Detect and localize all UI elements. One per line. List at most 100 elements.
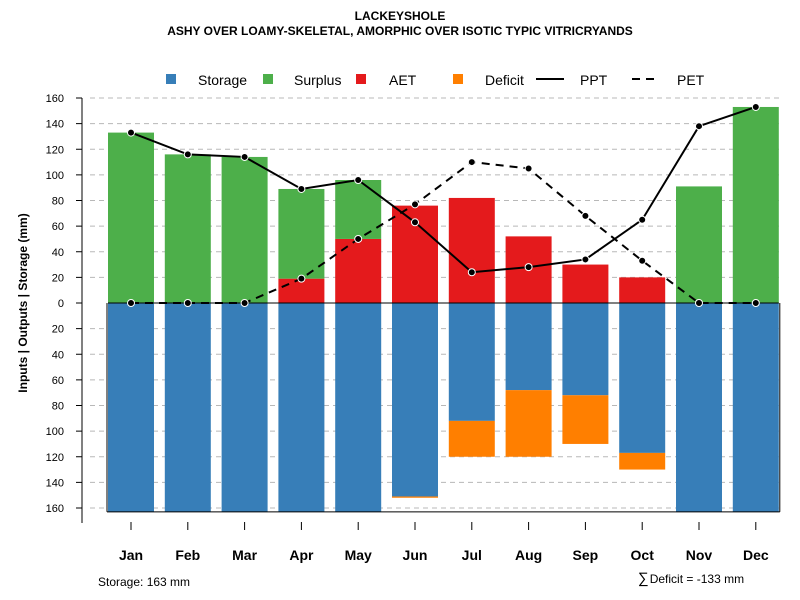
ppt-line bbox=[130, 106, 757, 274]
ppt-point bbox=[751, 102, 760, 111]
legend-label-pet: PET bbox=[677, 72, 705, 88]
deficit-bar bbox=[505, 390, 552, 457]
y-tick-label: 160 bbox=[46, 503, 64, 515]
x-tick-label-may: May bbox=[345, 547, 372, 563]
ppt-point bbox=[638, 215, 647, 224]
y-tick-label: 40 bbox=[52, 349, 64, 361]
y-tick-label: 160 bbox=[46, 93, 64, 105]
legend: Storage Surplus AET Deficit PPT PET bbox=[166, 72, 705, 88]
ppt-point bbox=[695, 122, 703, 131]
aet-bar bbox=[619, 277, 666, 303]
deficit-note: ∑Deficit = -133 mm bbox=[638, 570, 744, 587]
y-tick-label: 60 bbox=[52, 221, 64, 233]
storage-bar bbox=[505, 303, 552, 391]
sigma-icon: ∑ bbox=[638, 570, 649, 587]
pet-line bbox=[131, 161, 756, 304]
legend-swatch-deficit bbox=[453, 74, 463, 84]
y-tick-label: 60 bbox=[52, 375, 64, 387]
pet-point bbox=[411, 200, 419, 209]
storage-bar bbox=[221, 303, 268, 512]
storage-bar bbox=[392, 303, 438, 497]
ppt-point bbox=[183, 150, 192, 159]
pet-point bbox=[127, 299, 135, 307]
chart-title: LACKEYSHOLE bbox=[354, 9, 446, 23]
y-tick-label: 20 bbox=[52, 324, 64, 336]
surplus-bar bbox=[108, 132, 154, 303]
legend-label-ppt: PPT bbox=[580, 72, 608, 88]
surplus-bar bbox=[335, 180, 382, 239]
storage-bar bbox=[732, 303, 779, 512]
lines bbox=[127, 102, 760, 307]
x-tick-label-dec: Dec bbox=[743, 547, 769, 563]
storage-note: Storage: 163 mm bbox=[98, 575, 191, 589]
aet-bar bbox=[562, 264, 609, 303]
x-tick-label-jan: Jan bbox=[119, 547, 143, 563]
pet-point bbox=[354, 234, 363, 243]
legend-swatch-surplus bbox=[263, 74, 273, 84]
legend-swatch-aet bbox=[356, 74, 366, 84]
pet-point bbox=[467, 158, 476, 167]
legend-label-storage: Storage bbox=[198, 72, 247, 88]
deficit-bar bbox=[619, 452, 666, 470]
x-tick-label-jun: Jun bbox=[403, 547, 428, 563]
legend-label-deficit: Deficit bbox=[485, 72, 524, 88]
x-tick-label-sep: Sep bbox=[573, 547, 599, 563]
x-tick-label-feb: Feb bbox=[175, 547, 200, 563]
axes: 160 140 120 100 80 60 40 20 0 20 40 60 80 100 120 140 16… bbox=[46, 93, 781, 563]
x-tick-label-jul: Jul bbox=[462, 547, 482, 563]
ppt-point bbox=[297, 184, 306, 193]
y-axis-label: Inputs | Outputs | Storage (mm) bbox=[16, 213, 30, 392]
y-tick-label: 100 bbox=[46, 426, 64, 438]
legend-label-aet: AET bbox=[389, 72, 417, 88]
aet-bar bbox=[278, 278, 325, 303]
y-tick-label: 100 bbox=[46, 170, 64, 182]
y-tick-label: 120 bbox=[46, 144, 64, 156]
y-tick-label: 0 bbox=[58, 298, 64, 310]
deficit-note-text: Deficit = -133 mm bbox=[649, 572, 745, 586]
surplus-bar bbox=[278, 188, 325, 279]
y-tick-label: 20 bbox=[52, 272, 64, 284]
bars bbox=[108, 106, 779, 512]
storage-bar bbox=[676, 303, 722, 512]
pet-point bbox=[695, 299, 703, 307]
y-tick-label: 80 bbox=[52, 196, 64, 208]
ppt-point bbox=[467, 268, 476, 277]
storage-bar bbox=[335, 303, 382, 512]
pet-point bbox=[638, 256, 647, 265]
pet-point bbox=[297, 274, 306, 283]
storage-bar bbox=[619, 303, 666, 453]
ppt-point bbox=[524, 263, 533, 272]
storage-bar bbox=[164, 303, 211, 512]
x-tick-label-mar: Mar bbox=[232, 547, 257, 563]
pet-point bbox=[183, 299, 192, 307]
aet-bar bbox=[448, 197, 495, 303]
surplus-bar bbox=[676, 186, 722, 303]
aet-bar bbox=[335, 238, 382, 303]
pet-point bbox=[240, 299, 249, 307]
storage-bar bbox=[448, 303, 495, 421]
pet-point bbox=[751, 299, 760, 307]
legend-label-surplus: Surplus bbox=[294, 72, 341, 88]
ppt-point bbox=[411, 218, 419, 227]
deficit-bar bbox=[392, 496, 438, 498]
y-tick-label: 120 bbox=[46, 452, 64, 464]
x-tick-label-aug: Aug bbox=[515, 547, 542, 563]
surplus-bar bbox=[732, 106, 779, 303]
y-tick-label: 140 bbox=[46, 119, 64, 131]
ppt-point bbox=[581, 255, 590, 264]
y-axis-label-group: Inputs | Outputs | Storage (mm) bbox=[16, 213, 30, 392]
y-tick-label: 140 bbox=[46, 477, 64, 489]
chart-subtitle: ASHY OVER LOAMY-SKELETAL, AMORPHIC OVER … bbox=[167, 24, 633, 38]
surplus-bar bbox=[221, 156, 268, 303]
surplus-bar bbox=[164, 154, 211, 303]
storage-bar bbox=[562, 303, 609, 396]
y-tick-label: 40 bbox=[52, 247, 64, 259]
deficit-bar bbox=[562, 395, 609, 444]
storage-bar bbox=[108, 303, 154, 512]
ppt-point bbox=[240, 152, 249, 161]
y-tick-label: 80 bbox=[52, 401, 64, 413]
ppt-point bbox=[127, 128, 135, 137]
x-tick-label-oct: Oct bbox=[631, 547, 655, 563]
x-tick-label-apr: Apr bbox=[289, 547, 314, 563]
